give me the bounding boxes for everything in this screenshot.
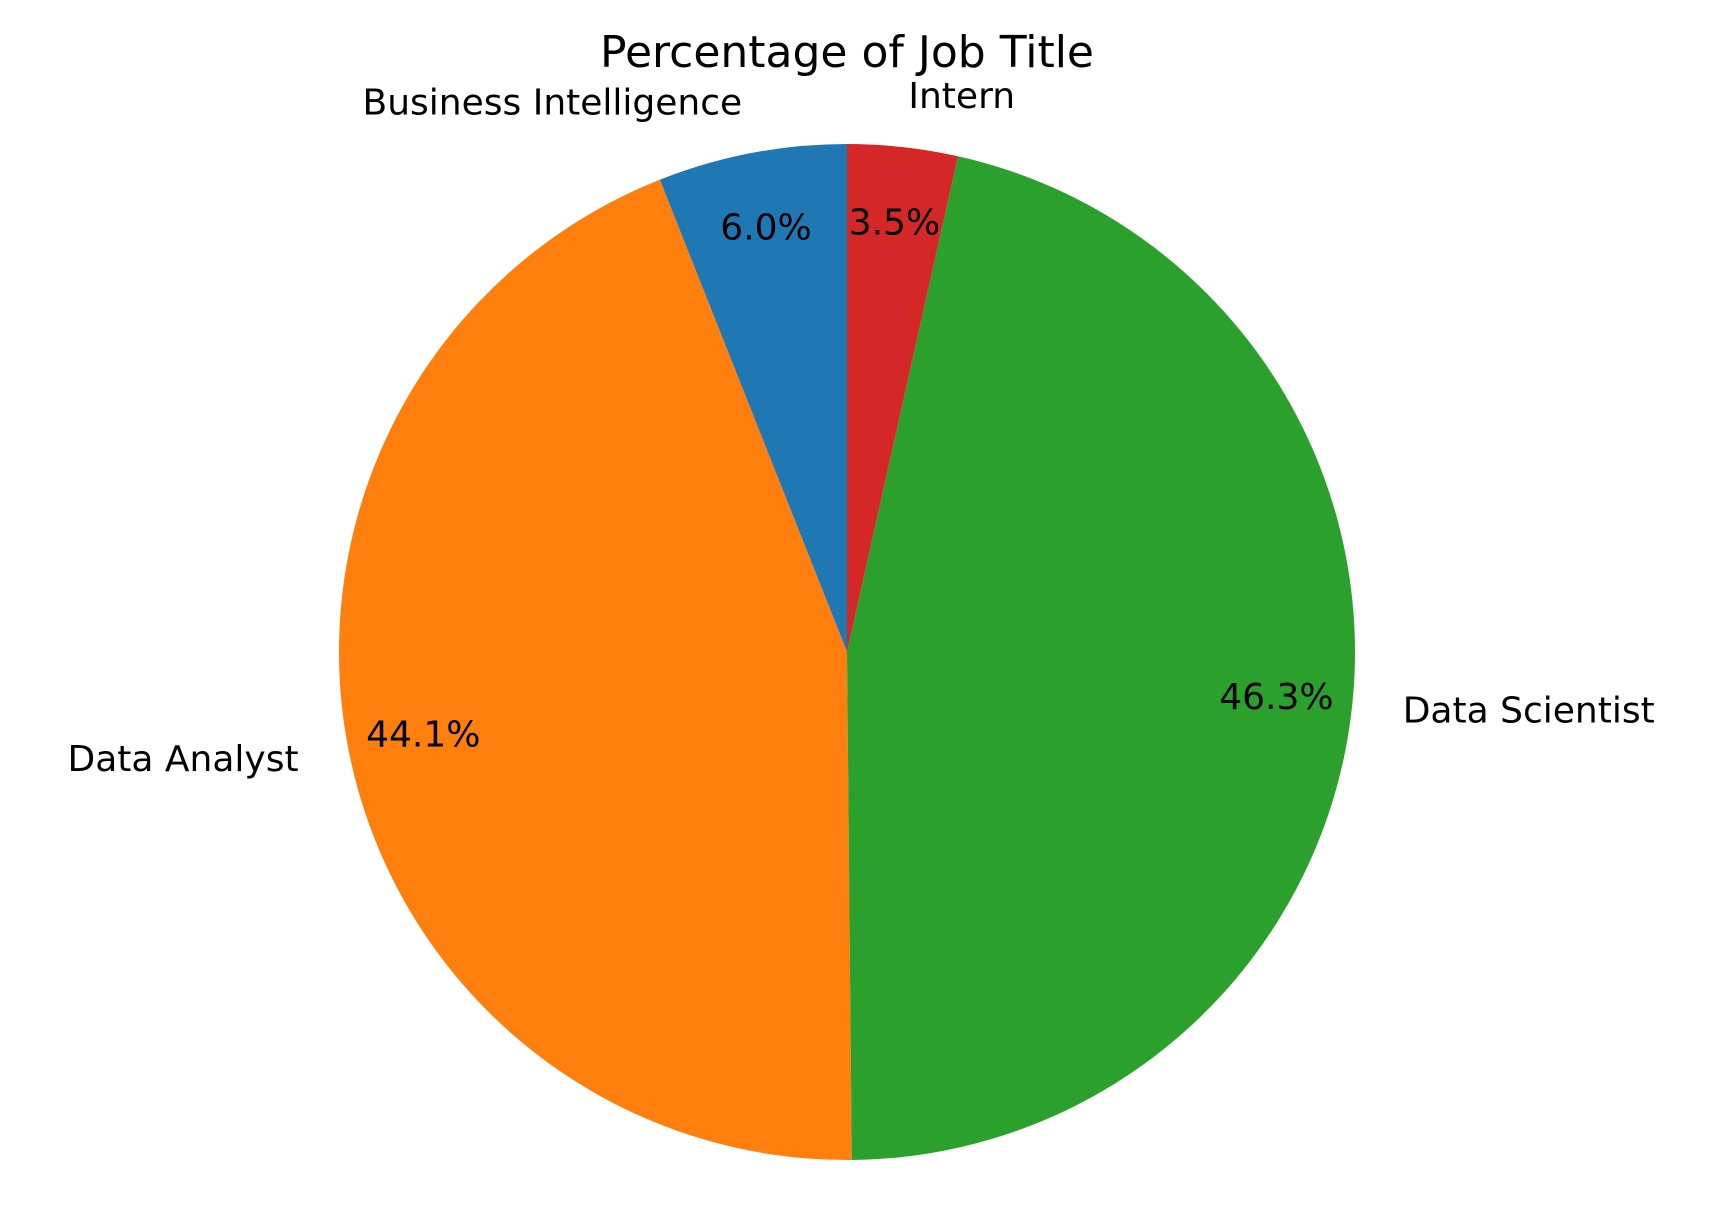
pie-labels: 6.0% Business Intelligence 44.1% Data Analy…	[68, 76, 1655, 780]
pie-slice-data-scientist	[847, 156, 1355, 1160]
category-label-data-analyst: Data Analyst	[68, 739, 299, 780]
pct-label-data-analyst: 44.1%	[366, 714, 480, 755]
category-label-data-scientist: Data Scientist	[1403, 690, 1655, 731]
pie-slice-business-intelligence	[659, 144, 847, 652]
pct-label-intern: 3.5%	[849, 202, 940, 243]
pct-label-data-scientist: 46.3%	[1219, 677, 1333, 718]
category-label-intern: Intern	[908, 76, 1015, 117]
category-label-business-intelligence: Business Intelligence	[363, 83, 743, 124]
pie-slice-intern	[847, 144, 958, 652]
pct-label-business-intelligence: 6.0%	[720, 207, 811, 248]
chart-title: Percentage of Job Title	[600, 27, 1094, 78]
pie-slices	[339, 144, 1355, 1161]
pie-slice-data-analyst	[339, 179, 852, 1161]
